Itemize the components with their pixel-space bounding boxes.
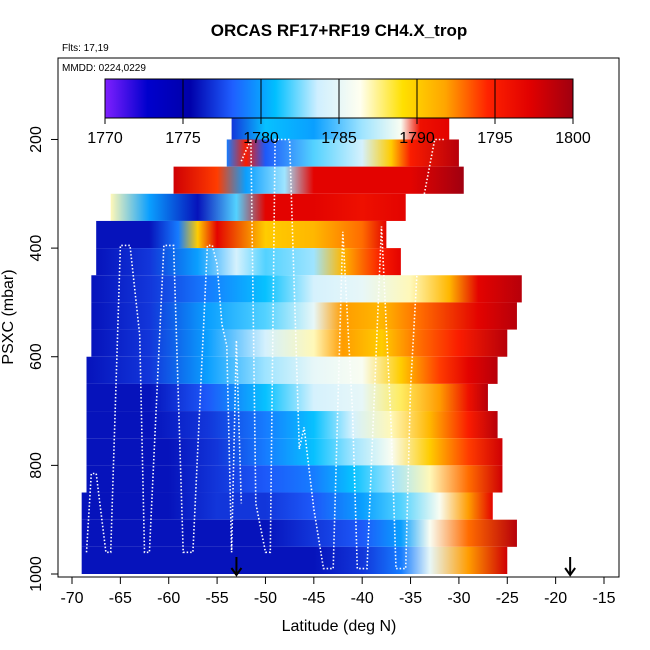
x-tick-label: -40 [351, 590, 374, 607]
heatmap-layer-375 [96, 220, 387, 249]
colorbar-tick-label: 1795 [477, 130, 513, 147]
heatmap-layer-825 [86, 465, 503, 493]
latitude-arrow [230, 557, 243, 577]
x-tick-label: -60 [157, 590, 180, 607]
colorbar-tick-label: 1785 [321, 130, 357, 147]
x-tick-label: -50 [254, 590, 277, 607]
heatmap-layer-725 [86, 411, 498, 439]
flights-label: Flts: 17,19 [62, 43, 109, 54]
latitude-arrow [564, 557, 576, 577]
arrow-head [230, 567, 243, 577]
x-axis-label: Latitude (deg N) [282, 618, 397, 635]
y-axis: 200 400 600 800 1000 [28, 126, 59, 592]
heatmap-layer-325 [110, 193, 406, 221]
heatmap-layer-625 [86, 356, 498, 384]
colorbar: 1770 1775 1780 1785 1790 1795 1800 [87, 78, 591, 147]
flight-track-rf17 [85, 244, 243, 554]
colorbar-tick-label: 1800 [555, 130, 591, 147]
heatmap-layer-925 [81, 519, 517, 547]
x-axis: -70 -65 -60 -55 -50 -45 -40 -35 -30 -25 -20 -15 [60, 576, 616, 607]
y-axis-label: PSXC (mbar) [0, 269, 17, 364]
heatmap-layer-225 [226, 139, 459, 167]
heatmap-layer-975 [81, 546, 508, 574]
heatmap-layer-775 [86, 438, 503, 466]
flight-tracks [85, 138, 445, 570]
y-tick-label: 800 [28, 452, 45, 479]
heatmap [81, 112, 522, 574]
x-tick-label: -20 [544, 590, 567, 607]
x-tick-label: -65 [109, 590, 132, 607]
x-tick-label: -25 [496, 590, 519, 607]
colorbar-tick-label: 1780 [243, 130, 279, 147]
heatmap-layer-875 [81, 492, 493, 520]
heatmap-layer-425 [96, 248, 401, 276]
y-tick-label: 200 [28, 126, 45, 153]
x-tick-label: -15 [592, 590, 615, 607]
x-tick-label: -55 [206, 590, 229, 607]
colorbar-tick-label: 1790 [399, 130, 435, 147]
heatmap-layer-525 [91, 302, 517, 330]
heatmap-layer-575 [91, 329, 508, 357]
colorbar-tick-label: 1775 [165, 130, 201, 147]
y-tick-label: 600 [28, 343, 45, 370]
heatmap-layer-275 [173, 166, 464, 194]
flight-track-rf19 [240, 138, 445, 570]
chart-title: ORCAS RF17+RF19 CH4.X_trop [211, 21, 467, 40]
x-tick-label: -45 [302, 590, 325, 607]
heatmap-layer-675 [86, 383, 488, 412]
x-tick-label: -70 [60, 590, 83, 607]
heatmap-layer-475 [91, 275, 522, 303]
dates-label: MMDD: 0224,0229 [62, 63, 146, 74]
latitude-arrows [230, 557, 576, 577]
arrow-head [564, 567, 576, 577]
x-tick-label: -30 [447, 590, 470, 607]
y-tick-label: 400 [28, 235, 45, 262]
y-tick-label: 1000 [28, 556, 45, 592]
colorbar-tick-label: 1770 [87, 130, 123, 147]
x-tick-label: -35 [399, 590, 422, 607]
